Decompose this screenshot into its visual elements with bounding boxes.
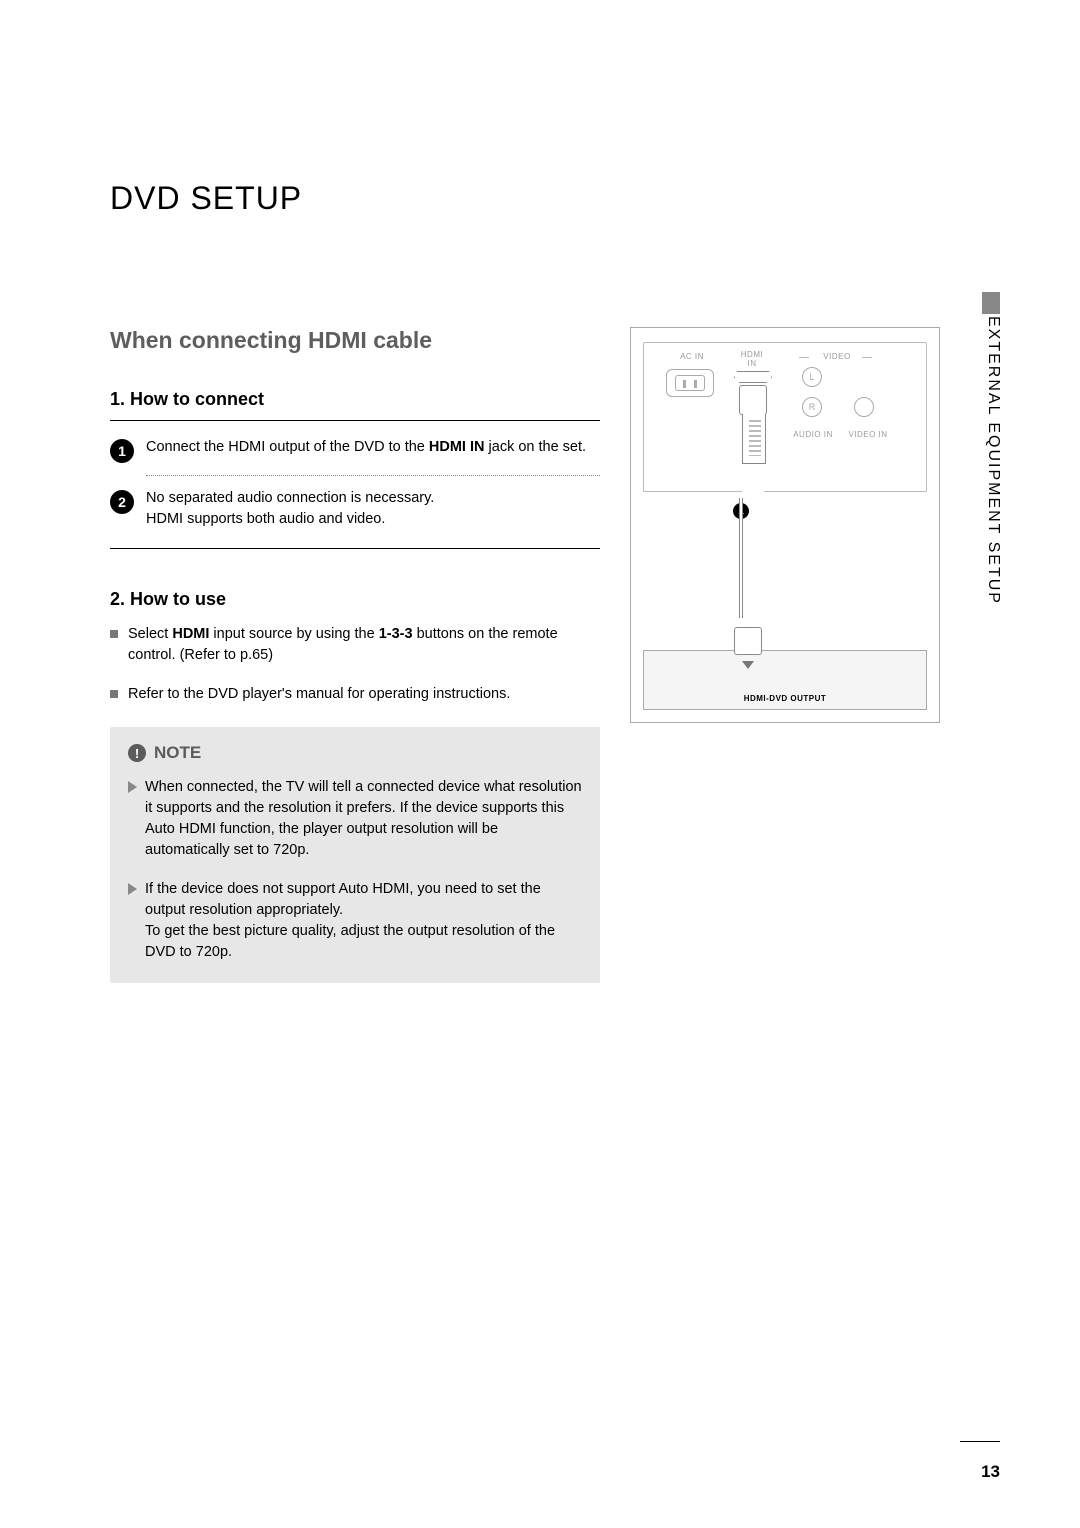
triangle-bullet-icon bbox=[128, 781, 137, 793]
square-bullet-icon bbox=[110, 630, 118, 638]
triangle-bullet-icon bbox=[128, 883, 137, 895]
step-2-line-a: No separated audio connection is necessa… bbox=[146, 490, 434, 506]
tv-back-panel: AC IN HDMI IN VIDEO AUDIO IN VIDEO IN L … bbox=[643, 342, 927, 492]
step-number-icon: 2 bbox=[110, 490, 134, 514]
how-to-use-heading: 2. How to use bbox=[110, 589, 600, 610]
note-item-1: When connected, the TV will tell a conne… bbox=[128, 777, 582, 861]
step-1-text: Connect the HDMI output of the DVD to th… bbox=[146, 437, 586, 458]
note-heading: ! NOTE bbox=[128, 743, 582, 763]
decor-line bbox=[862, 357, 872, 358]
hdmi-cable-plug-icon bbox=[742, 385, 764, 505]
note-box: ! NOTE When connected, the TV will tell … bbox=[110, 727, 600, 983]
t: IN bbox=[734, 360, 770, 369]
left-column: When connecting HDMI cable 1. How to con… bbox=[110, 327, 600, 983]
t: input source by using the bbox=[209, 626, 378, 642]
use-item-2-text: Refer to the DVD player's manual for ope… bbox=[128, 684, 510, 705]
t: Select bbox=[128, 626, 172, 642]
footer-rule bbox=[960, 1441, 1000, 1442]
info-icon: ! bbox=[128, 744, 146, 762]
page-number: 13 bbox=[981, 1462, 1000, 1482]
hdmi-in-label: HDMI IN bbox=[734, 351, 770, 369]
t: 1-3-3 bbox=[379, 626, 413, 642]
rca-video-port-icon bbox=[854, 397, 874, 417]
dvd-hdmi-plug-icon bbox=[734, 627, 762, 655]
connection-diagram: AC IN HDMI IN VIDEO AUDIO IN VIDEO IN L … bbox=[630, 327, 940, 723]
step-1-pre: Connect the HDMI output of the DVD to th… bbox=[146, 439, 429, 455]
arrow-down-icon bbox=[742, 661, 754, 669]
dvd-output-label: HDMI-DVD OUTPUT bbox=[644, 694, 926, 703]
step-number-icon: 1 bbox=[110, 439, 134, 463]
step-1-bold: HDMI IN bbox=[429, 439, 485, 455]
note-item-2-text: If the device does not support Auto HDMI… bbox=[145, 879, 582, 963]
page-title: DVD SETUP bbox=[110, 180, 1000, 217]
dvd-player-icon: HDMI-DVD OUTPUT bbox=[643, 650, 927, 710]
note-label: NOTE bbox=[154, 743, 201, 763]
t: HDMI bbox=[172, 626, 209, 642]
hdmi-port-icon bbox=[734, 371, 772, 383]
rca-r-port-icon: R bbox=[802, 397, 822, 417]
note-item-2: If the device does not support Auto HDMI… bbox=[128, 879, 582, 963]
how-to-connect-heading: 1. How to connect bbox=[110, 389, 600, 421]
dotted-separator bbox=[146, 475, 600, 476]
note-item-1-text: When connected, the TV will tell a conne… bbox=[145, 777, 582, 861]
how-to-use-list: Select HDMI input source by using the 1-… bbox=[110, 624, 600, 705]
use-item-2: Refer to the DVD player's manual for ope… bbox=[110, 684, 600, 705]
content-row: When connecting HDMI cable 1. How to con… bbox=[110, 327, 1000, 983]
step-2-line-b: HDMI supports both audio and video. bbox=[146, 511, 385, 527]
square-bullet-icon bbox=[110, 690, 118, 698]
rca-l-port-icon: L bbox=[802, 367, 822, 387]
chapter-side-label: EXTERNAL EQUIPMENT SETUP bbox=[984, 316, 1002, 605]
audio-in-label: AUDIO IN bbox=[789, 431, 837, 440]
ac-in-label: AC IN bbox=[672, 353, 712, 362]
hdmi-cable-icon bbox=[739, 498, 743, 618]
video-in-label: VIDEO IN bbox=[844, 431, 892, 440]
use-item-1-text: Select HDMI input source by using the 1-… bbox=[128, 624, 600, 666]
ac-port-icon bbox=[666, 369, 714, 397]
section-title: When connecting HDMI cable bbox=[110, 327, 600, 354]
step-1-post: jack on the set. bbox=[485, 439, 587, 455]
step-2: 2 No separated audio connection is neces… bbox=[110, 488, 600, 549]
side-tab-marker bbox=[982, 292, 1000, 314]
step-2-text: No separated audio connection is necessa… bbox=[146, 488, 434, 530]
step-1: 1 Connect the HDMI output of the DVD to … bbox=[110, 437, 600, 475]
use-item-1: Select HDMI input source by using the 1-… bbox=[110, 624, 600, 666]
